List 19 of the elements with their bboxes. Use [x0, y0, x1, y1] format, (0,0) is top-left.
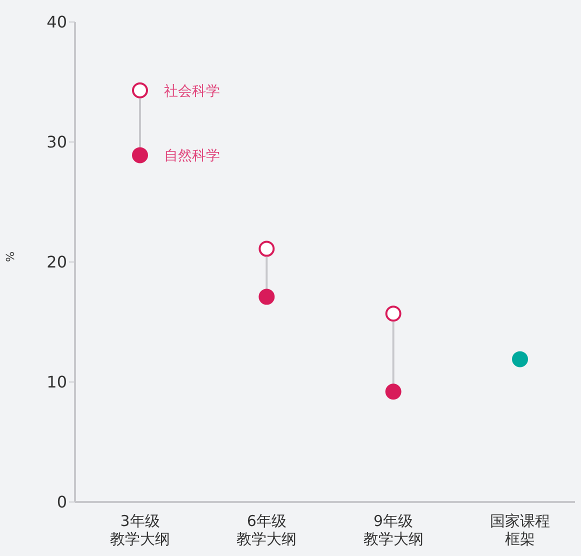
- y-tick-label: 40: [46, 12, 67, 32]
- y-tick-label: 20: [46, 252, 67, 272]
- series-label: 自然科学: [164, 148, 220, 164]
- series-label: 社会科学: [164, 83, 220, 100]
- y-tick-label: 0: [56, 492, 67, 512]
- point: [512, 351, 528, 368]
- y-tick-label: 30: [46, 132, 67, 152]
- y-axis-title: %: [4, 252, 17, 262]
- point: [258, 240, 275, 257]
- x-tick-label: 6年级教学大纲: [236, 512, 297, 548]
- point: [385, 384, 402, 400]
- y-tick-label: 10: [46, 372, 67, 392]
- x-tick-label: 3年级教学大纲: [110, 512, 170, 548]
- point: [385, 306, 402, 322]
- point: [132, 147, 148, 164]
- x-tick-label: 国家课程框架: [490, 512, 550, 548]
- point: [132, 82, 148, 98]
- point: [258, 288, 275, 305]
- x-tick-label: 9年级教学大纲: [363, 512, 424, 548]
